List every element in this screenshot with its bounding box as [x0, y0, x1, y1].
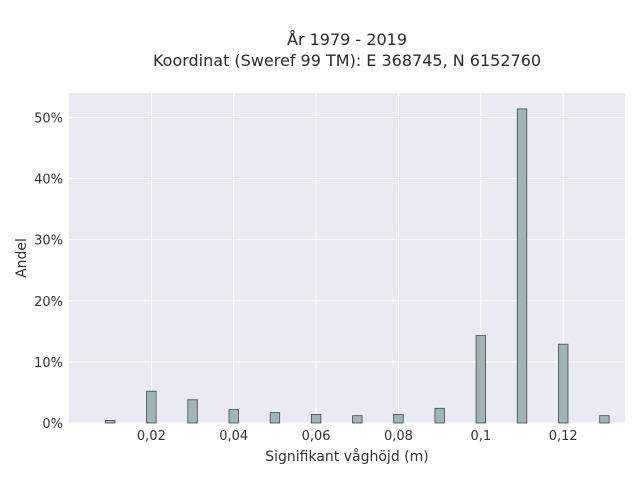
x-tick-label: 0,12: [549, 429, 578, 444]
bar: [269, 412, 281, 424]
bar: [310, 414, 322, 424]
y-axis-label: Andel: [14, 238, 30, 278]
y-tick-label: 20%: [34, 295, 63, 310]
bar: [393, 414, 404, 424]
bar: [558, 343, 569, 424]
bar: [475, 335, 487, 424]
chart-title-line-1: År 1979 - 2019: [287, 30, 407, 49]
plot-area: [69, 93, 625, 423]
y-tick-label: 0%: [42, 417, 63, 432]
x-axis-label: Signifikant våghöjd (m): [265, 448, 428, 465]
chart-title-line-2: Koordinat (Sweref 99 TM): E 368745, N 61…: [153, 51, 541, 70]
x-tick-label: 0,08: [384, 429, 413, 444]
bar: [352, 415, 363, 424]
bar: [599, 415, 610, 424]
bar: [187, 399, 198, 424]
grid-lines: [69, 93, 625, 424]
bar: [516, 108, 528, 424]
bar: [105, 420, 116, 424]
bar: [434, 407, 445, 424]
x-tick-label: 0,1: [471, 429, 492, 444]
y-tick-label: 30%: [34, 234, 63, 249]
x-axis-ticks: 0,02 0,04 0,06 0,08 0,1 0,12: [137, 429, 578, 444]
bars: [105, 108, 610, 424]
x-tick-label: 0,04: [219, 429, 248, 444]
y-axis-ticks: 0% 10% 20% 30% 40% 50%: [34, 111, 63, 432]
y-tick-label: 10%: [34, 356, 63, 371]
y-tick-label: 50%: [34, 111, 63, 126]
bar: [146, 390, 157, 424]
x-tick-label: 0,02: [137, 429, 166, 444]
x-tick-label: 0,06: [302, 429, 331, 444]
bar: [228, 409, 239, 424]
y-tick-label: 40%: [34, 173, 63, 188]
